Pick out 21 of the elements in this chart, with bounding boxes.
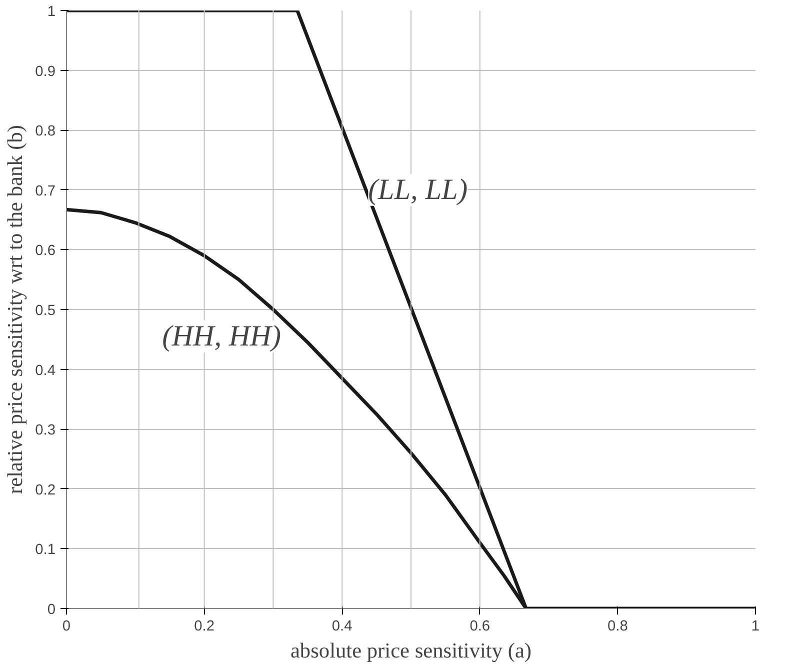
y-tick-label: 1 xyxy=(47,4,56,20)
x-axis-title: absolute price sensitivity (a) xyxy=(290,638,532,662)
annotation: (LL, LL) xyxy=(368,174,468,206)
y-tick-label: 0.1 xyxy=(35,542,56,558)
y-tick-label: 0.7 xyxy=(35,183,56,200)
y-tick-label: 0 xyxy=(47,602,56,618)
y-tick-label: 0.9 xyxy=(35,64,56,80)
x-tick-label: 0 xyxy=(62,618,71,634)
y-tick-label: 0.4 xyxy=(35,362,56,379)
x-tick-label: 0.4 xyxy=(332,618,352,634)
y-tick-label: 0.2 xyxy=(35,482,56,498)
x-tick-label: 0.8 xyxy=(608,618,628,634)
y-tick-label: 0.5 xyxy=(35,303,56,319)
x-tick-label: 1 xyxy=(751,618,760,634)
y-tick-label: 0.3 xyxy=(35,422,56,439)
annotation: (HH, HH) xyxy=(162,320,281,352)
y-tick-label: 0.6 xyxy=(35,243,56,260)
x-tick-label: 0.2 xyxy=(194,618,214,634)
y-tick-label: 0.8 xyxy=(35,124,56,140)
y-axis-title: relative price sensitivity wrt to the bank (b) xyxy=(3,125,28,494)
x-tick-label: 0.6 xyxy=(470,618,490,634)
